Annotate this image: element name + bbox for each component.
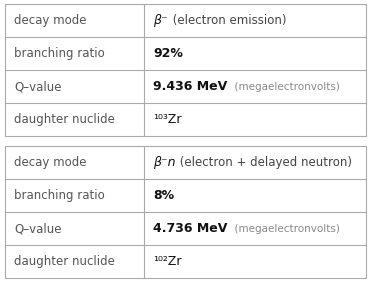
Text: ¹⁰²Zr: ¹⁰²Zr (153, 255, 181, 268)
Text: daughter nuclide: daughter nuclide (14, 113, 115, 126)
Bar (5, 146, 366, 278)
Text: 8%: 8% (153, 189, 174, 202)
Text: decay mode: decay mode (14, 156, 86, 169)
Text: decay mode: decay mode (14, 14, 86, 27)
Text: β⁻: β⁻ (153, 14, 168, 27)
Text: Q–value: Q–value (14, 222, 62, 235)
Text: Q–value: Q–value (14, 80, 62, 93)
Text: (megaelectronvolts): (megaelectronvolts) (229, 223, 340, 233)
Text: β⁻n: β⁻n (153, 156, 175, 169)
Text: 4.736 MeV: 4.736 MeV (153, 222, 227, 235)
Text: (megaelectronvolts): (megaelectronvolts) (228, 82, 340, 91)
Text: 9.436 MeV: 9.436 MeV (153, 80, 227, 93)
Text: ¹⁰³Zr: ¹⁰³Zr (153, 113, 181, 126)
Text: 92%: 92% (153, 47, 183, 60)
Text: (electron + delayed neutron): (electron + delayed neutron) (177, 156, 352, 169)
Bar (5, 4, 366, 136)
Text: (electron emission): (electron emission) (168, 14, 286, 27)
Text: branching ratio: branching ratio (14, 47, 105, 60)
Text: branching ratio: branching ratio (14, 189, 105, 202)
Text: daughter nuclide: daughter nuclide (14, 255, 115, 268)
